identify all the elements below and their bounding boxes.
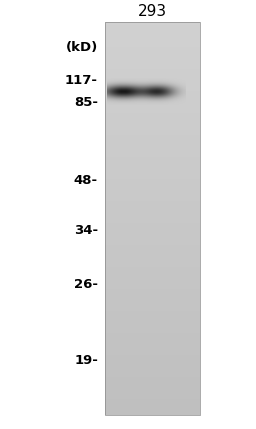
Bar [105,22,200,415]
Text: 19-: 19- [74,353,98,366]
Text: 34-: 34- [74,224,98,236]
Text: 293: 293 [137,4,167,19]
Text: (kD): (kD) [66,42,98,54]
Text: 26-: 26- [74,278,98,291]
Text: 48-: 48- [74,173,98,187]
Text: 117-: 117- [65,73,98,87]
Text: 85-: 85- [74,97,98,109]
